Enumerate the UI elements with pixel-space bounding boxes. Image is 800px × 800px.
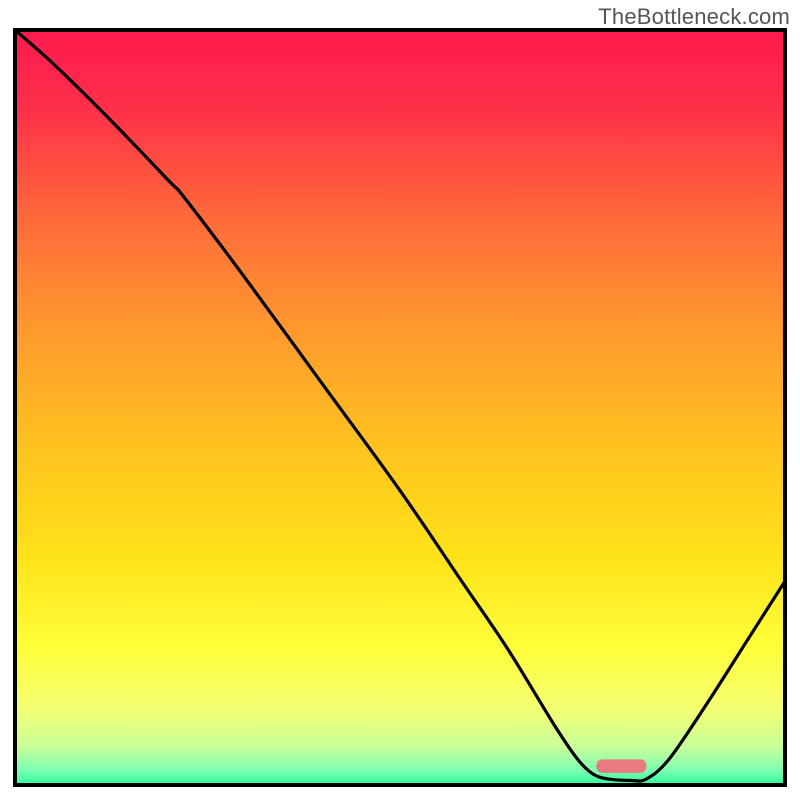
highlight-marker [596,759,646,773]
watermark-text: TheBottleneck.com [598,4,790,30]
plot-area [15,30,785,785]
chart-background [15,30,785,785]
bottleneck-line-chart [0,0,800,800]
chart-container: { "watermark": { "text": "TheBottleneck.… [0,0,800,800]
